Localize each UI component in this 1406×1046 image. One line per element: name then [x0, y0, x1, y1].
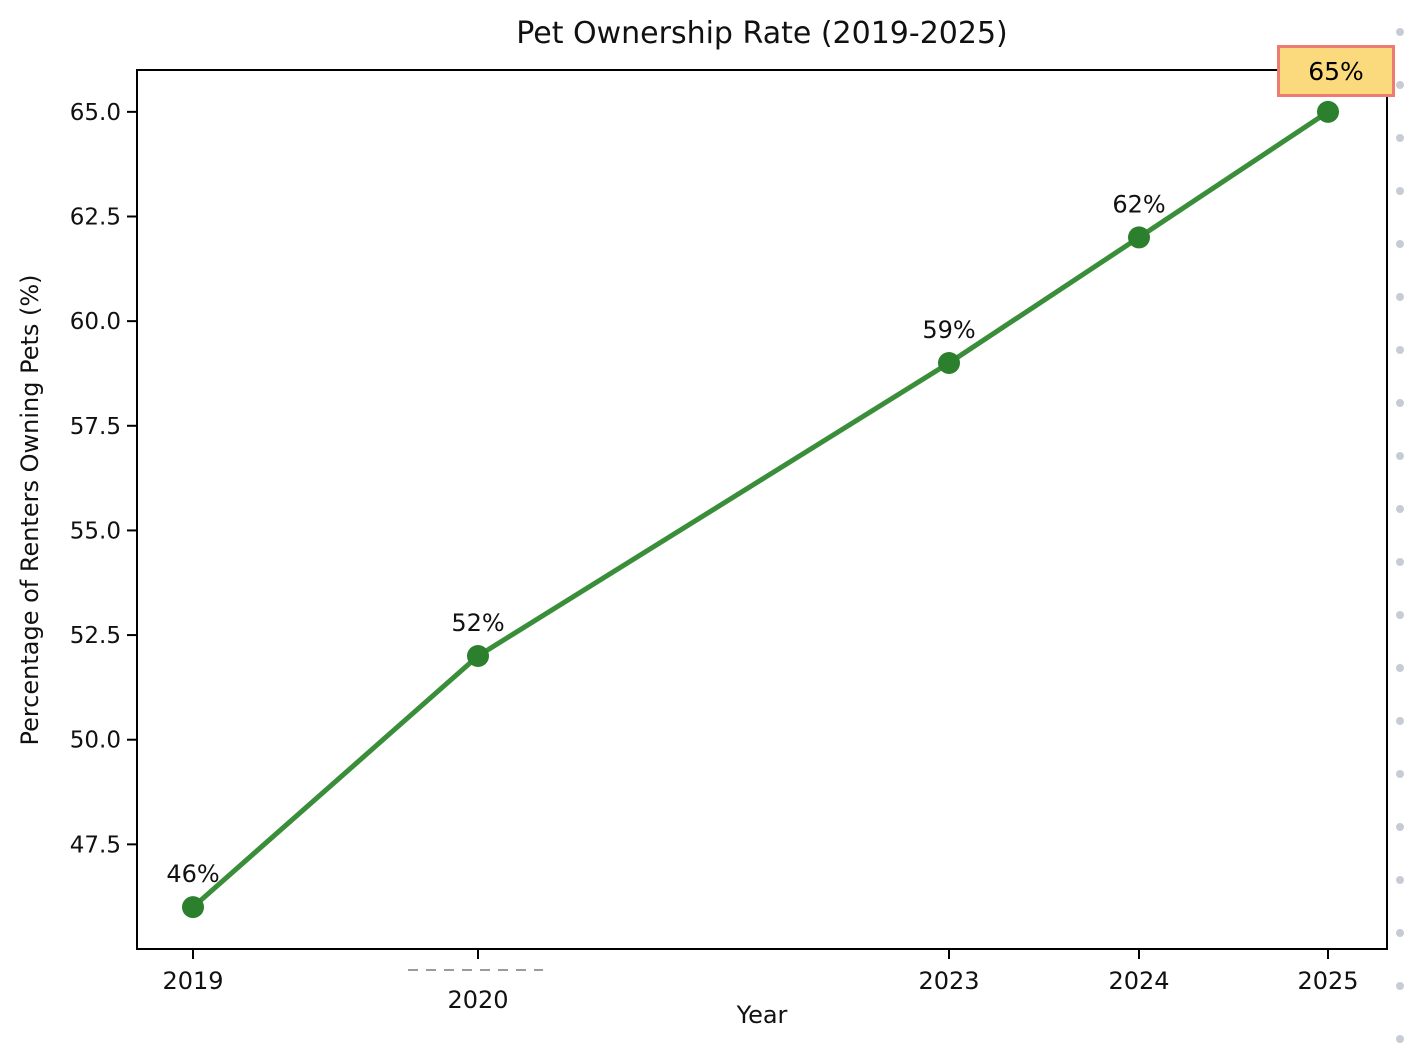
plot-border: [136, 69, 1388, 950]
edge-dot: [1396, 293, 1404, 301]
data-line: [190, 109, 1331, 910]
x-tick-label: 2025: [1297, 967, 1358, 995]
data-point-2023: [938, 352, 960, 374]
y-tick-label: 47.5: [70, 832, 121, 858]
edge-dot: [1396, 81, 1404, 89]
x-tick-label: 2023: [918, 967, 979, 995]
edge-dot: [1396, 929, 1404, 937]
edge-dot: [1396, 346, 1404, 354]
y-tick-label: 65.0: [70, 100, 121, 126]
data-point-2019: [182, 896, 204, 919]
point-label: 46%: [166, 860, 219, 888]
x-tick-label: 2024: [1108, 967, 1169, 995]
data-point-2020: [467, 645, 489, 667]
edge-dot: [1396, 717, 1404, 725]
edge-dot: [1396, 240, 1404, 248]
y-tick-label: 50.0: [70, 728, 121, 754]
y-tick-label: 62.5: [70, 205, 121, 231]
highlighted-annotation-65[interactable]: 65%: [1277, 45, 1395, 97]
point-label: 62%: [1112, 190, 1165, 218]
x-tick-label: 2019: [162, 967, 223, 995]
point-label: 52%: [451, 609, 504, 637]
x-axis-label: Year: [736, 1001, 788, 1029]
x-tick-label-dragged[interactable]: 2020: [447, 986, 508, 1014]
data-point-2025: [1317, 100, 1339, 123]
edge-dot: [1396, 611, 1404, 619]
edge-dot: [1396, 1035, 1404, 1043]
edge-dot: [1396, 770, 1404, 778]
edge-dot: [1396, 28, 1404, 36]
edge-dot: [1396, 664, 1404, 672]
chart-title: Pet Ownership Rate (2019-2025): [516, 16, 1008, 51]
y-tick-label: 55.0: [70, 518, 121, 544]
y-tick-label: 60.0: [70, 309, 121, 335]
edge-dot: [1396, 187, 1404, 195]
edge-dot: [1396, 134, 1404, 142]
edge-dot: [1396, 505, 1404, 513]
edge-dot: [1396, 558, 1404, 566]
y-tick-label: 57.5: [70, 414, 121, 440]
y-axis-label: Percentage of Renters Owning Pets (%): [16, 274, 44, 746]
edge-dot: [1396, 399, 1404, 407]
edge-dot: [1396, 982, 1404, 990]
edge-dot: [1396, 452, 1404, 460]
edge-dot: [1396, 876, 1404, 884]
data-point-2024: [1128, 226, 1150, 249]
edge-dot: [1396, 823, 1404, 831]
y-tick-label: 52.5: [70, 623, 121, 649]
point-label: 59%: [922, 316, 975, 344]
